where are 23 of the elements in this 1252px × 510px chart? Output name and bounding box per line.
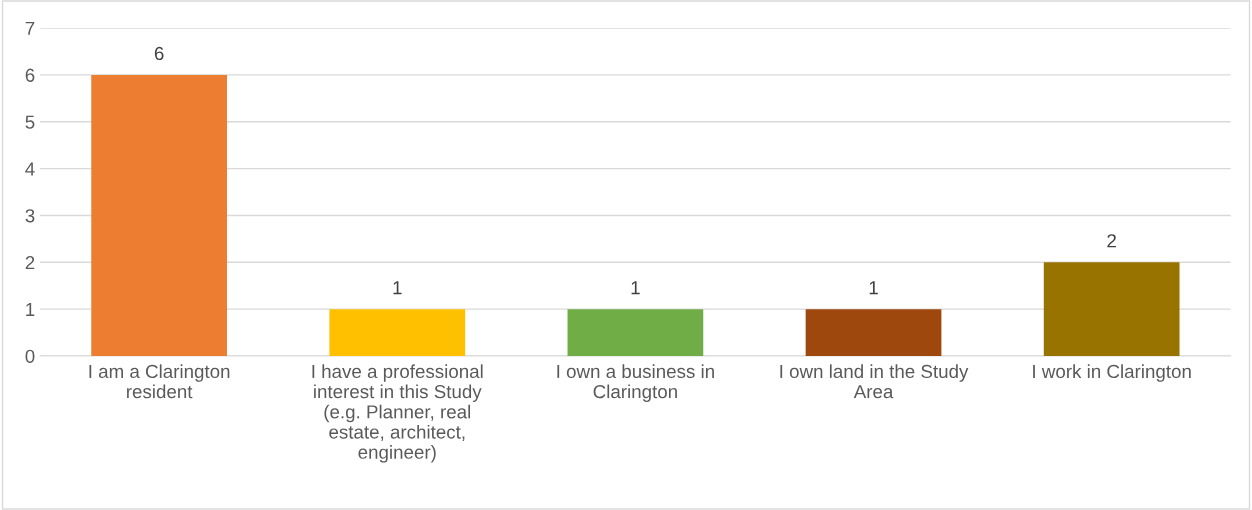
data-label: 1 — [631, 281, 640, 295]
y-tick-label: 4 — [25, 162, 35, 176]
x-tick-label: I am a Clarington resident — [89, 364, 230, 399]
y-tick-label: 2 — [25, 255, 35, 270]
y-tick-label: 1 — [26, 303, 35, 316]
x-tick-label: I own land in the Study Area — [780, 364, 969, 399]
bar — [805, 309, 942, 356]
x-tick-label: I own a business in Clarington — [557, 364, 714, 402]
x-tick-label: I have a professional interest in this Study (e.g. Planner, real estate, architect, engineer) — [312, 364, 483, 463]
data-label: 1 — [393, 281, 402, 295]
y-tick-label: 6 — [25, 68, 35, 82]
y-tick-label: 0 — [25, 349, 35, 363]
data-label: 1 — [869, 281, 878, 295]
y-tick-label: 3 — [25, 209, 35, 223]
data-label: 6 — [154, 46, 164, 61]
data-label: 2 — [1107, 234, 1116, 248]
bar — [567, 309, 704, 356]
y-tick-label: 7 — [25, 21, 35, 35]
x-tick-label: I work in Clarington — [1033, 364, 1191, 382]
y-tick-label: 5 — [25, 115, 35, 129]
bar — [1043, 262, 1180, 356]
bar — [329, 309, 466, 356]
bar — [91, 74, 227, 356]
